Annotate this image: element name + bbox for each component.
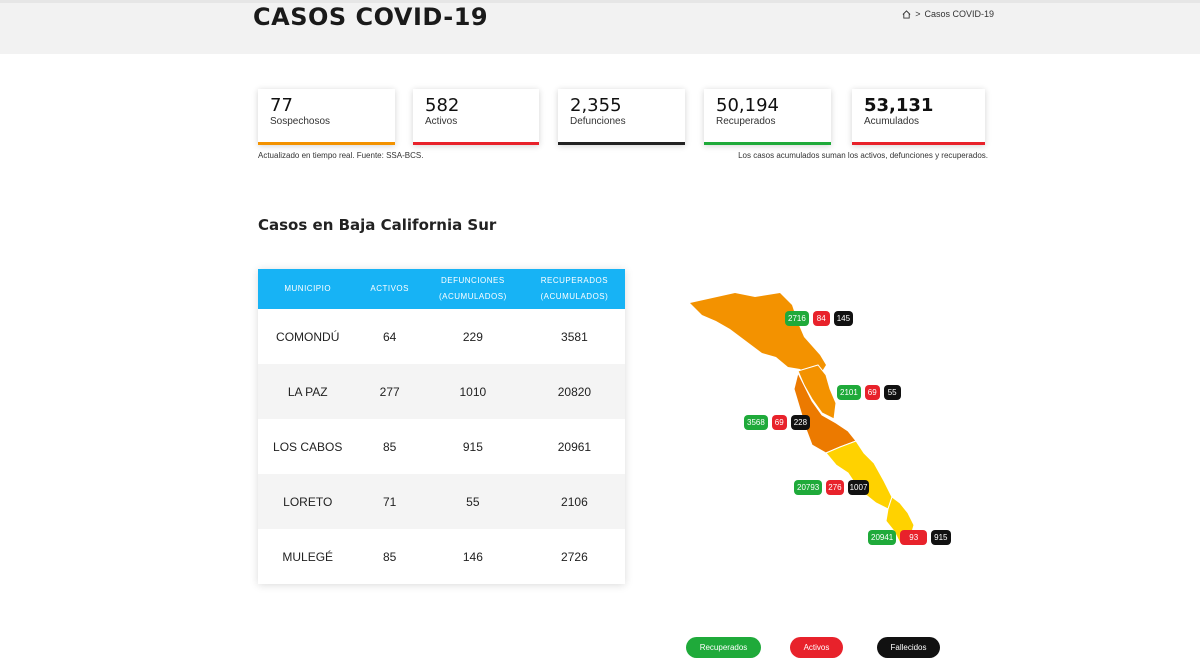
cell-activos: 85: [382, 549, 397, 564]
badge-recuperados: 2101: [837, 385, 861, 400]
cell-activos: 71: [382, 494, 397, 509]
badge-group-la-paz: 20793 276 1007: [794, 480, 870, 495]
cell-activos: 85: [382, 439, 397, 454]
badge-group-mulege: 2716 84 145: [785, 311, 854, 326]
municipality-table: MUNICIPIO ACTIVOS DEFUNCIONES (ACUMULADO…: [258, 269, 625, 584]
col-header-municipio: MUNICIPIO: [284, 284, 332, 293]
badge-fallecidos: 915: [931, 530, 951, 545]
table-row: LOS CABOS 85 915 20961: [258, 419, 625, 474]
breadcrumb: > Casos COVID-19: [902, 9, 994, 19]
page-title: CASOS COVID-19: [253, 3, 489, 31]
badge-fallecidos: 55: [883, 385, 901, 400]
legend-fallecidos: Fallecidos: [877, 637, 940, 658]
cell-defunciones: 146: [462, 549, 483, 564]
badge-fallecidos: 145: [833, 311, 854, 326]
stat-label: Activos: [425, 116, 458, 127]
breadcrumb-separator: >: [915, 9, 921, 19]
stat-underline: [558, 142, 685, 145]
table-row: LORETO 71 55 2106: [258, 474, 625, 529]
stat-value: 53,131: [864, 95, 934, 116]
cell-municipio: COMONDÚ: [276, 329, 340, 344]
breadcrumb-current: Casos COVID-19: [924, 9, 994, 19]
col-header-activos: ACTIVOS: [370, 284, 409, 293]
cell-recuperados: 2726: [561, 549, 588, 564]
stat-value: 2,355: [570, 95, 622, 116]
badge-recuperados: 3568: [744, 415, 768, 430]
stat-card-acumulados: 53,131 Acumulados: [852, 89, 985, 145]
badge-group-comondu: 3568 69 228: [744, 415, 811, 430]
stat-label: Acumulados: [864, 116, 920, 127]
stat-value: 77: [270, 95, 293, 116]
bcs-map: [690, 293, 915, 544]
cell-municipio: LA PAZ: [287, 384, 328, 399]
stat-underline: [852, 142, 985, 145]
col-header-recuperados: RECUPERADOS (ACUMULADOS): [540, 276, 609, 301]
map-region-mulege[interactable]: [690, 293, 826, 381]
cell-defunciones: 229: [462, 329, 483, 344]
cell-defunciones: 1010: [459, 384, 487, 399]
page-header: CASOS COVID-19 > Casos COVID-19: [0, 3, 1200, 54]
badge-group-los-cabos: 20941 93 915: [868, 530, 951, 545]
stat-card-activos: 582 Activos: [413, 89, 539, 145]
cell-recuperados: 20961: [557, 439, 592, 454]
top-divider: [0, 0, 1200, 3]
badge-activos: 69: [864, 385, 880, 400]
cell-municipio: LOS CABOS: [273, 439, 343, 454]
stat-card-defunciones: 2,355 Defunciones: [558, 89, 685, 145]
badge-fallecidos: 1007: [847, 480, 870, 495]
table-header-row: MUNICIPIO ACTIVOS DEFUNCIONES (ACUMULADO…: [258, 269, 625, 309]
badge-activos: 69: [771, 415, 787, 430]
badge-activos: 93: [900, 530, 928, 545]
cell-recuperados: 3581: [561, 329, 588, 344]
stat-underline: [413, 142, 539, 145]
badge-recuperados: 20793: [794, 480, 823, 495]
stat-underline: [258, 142, 395, 145]
table-row: MULEGÉ 85 146 2726: [258, 529, 625, 584]
accumulated-note: Los casos acumulados suman los activos, …: [738, 151, 988, 160]
badge-activos: 84: [812, 311, 830, 326]
badge-group-loreto: 2101 69 55: [837, 385, 901, 400]
badge-fallecidos: 228: [790, 415, 811, 430]
stat-value: 50,194: [716, 95, 779, 116]
badge-recuperados: 20941: [868, 530, 897, 545]
section-title: Casos en Baja California Sur: [258, 216, 497, 234]
badge-activos: 276: [826, 480, 844, 495]
home-icon[interactable]: [902, 9, 911, 19]
cell-municipio: MULEGÉ: [282, 549, 334, 564]
table-row: LA PAZ 277 1010 20820: [258, 364, 625, 419]
source-note: Actualizado en tiempo real. Fuente: SSA-…: [258, 151, 424, 160]
legend-recuperados: Recuperados: [686, 637, 761, 658]
stat-label: Defunciones: [570, 116, 626, 127]
cell-defunciones: 915: [462, 439, 483, 454]
stat-card-sospechosos: 77 Sospechosos: [258, 89, 395, 145]
cell-recuperados: 2106: [561, 494, 588, 509]
cell-municipio: LORETO: [283, 494, 333, 509]
cell-defunciones: 55: [466, 494, 480, 509]
stat-card-recuperados: 50,194 Recuperados: [704, 89, 831, 145]
col-header-defunciones: DEFUNCIONES (ACUMULADOS): [438, 276, 507, 301]
map-region-la-paz[interactable]: [825, 440, 893, 510]
cell-recuperados: 20820: [557, 384, 592, 399]
stat-value: 582: [425, 95, 460, 116]
cell-activos: 64: [382, 329, 397, 344]
stat-underline: [704, 142, 831, 145]
stat-label: Sospechosos: [270, 116, 331, 127]
legend-activos: Activos: [790, 637, 843, 658]
stat-label: Recuperados: [716, 116, 776, 127]
table-row: COMONDÚ 64 229 3581: [258, 309, 625, 364]
badge-recuperados: 2716: [785, 311, 809, 326]
cell-activos: 277: [379, 384, 400, 399]
